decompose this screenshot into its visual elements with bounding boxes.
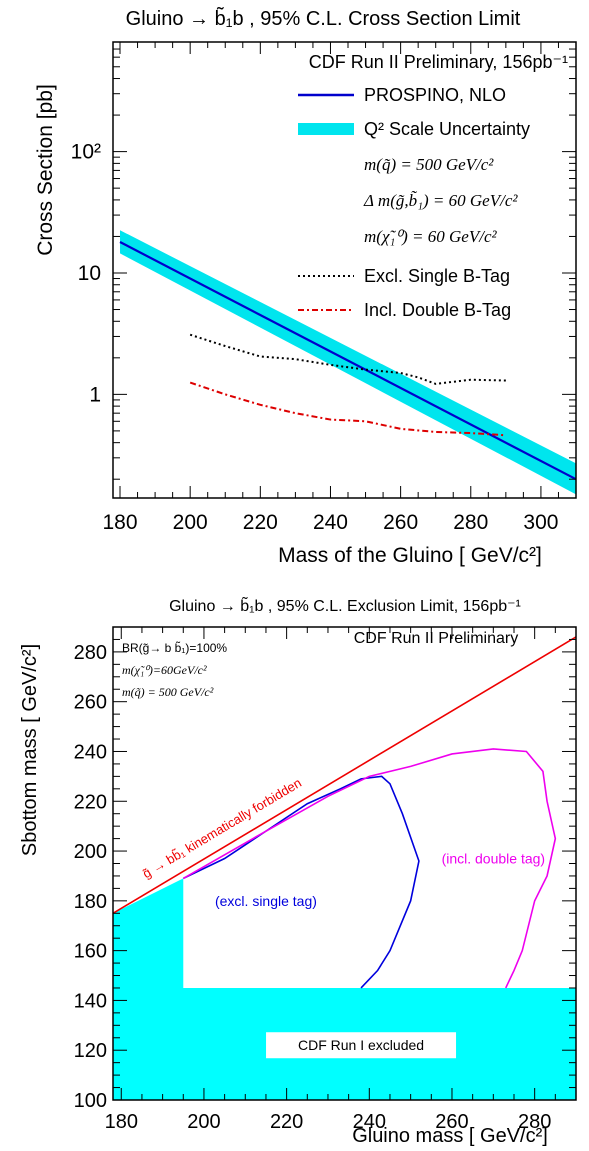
- chart2-x-tick-label: 260: [435, 1111, 468, 1133]
- chart2-annotation-br: BR(g̃→ b b̃₁)=100%: [122, 640, 227, 655]
- scale-uncertainty-band: [120, 230, 576, 495]
- chart1-x-tick-label: 180: [102, 511, 137, 534]
- chart2-x-tick-label: 280: [518, 1111, 551, 1133]
- chart2-y-tick-label: 200: [74, 841, 107, 863]
- run1-excluded-region: [113, 878, 576, 1100]
- chart2-y-tick-label: 140: [74, 990, 107, 1012]
- chart1-x-tick-label: 200: [173, 511, 208, 534]
- chart1-y-tick-label: 10²: [71, 141, 101, 164]
- chart1-x-tick-label: 220: [243, 511, 278, 534]
- annotation-delta-mass: Δ m(g̃,b̃₁) = 60 GeV/c²: [363, 191, 518, 210]
- single-btag-limit-line: [189, 333, 506, 385]
- annotation-neutralino-mass: m(χ̃₁⁰) = 60 GeV/c²: [364, 227, 498, 246]
- chart2-y-axis-label: Sbottom mass [ GeV/c²]: [19, 644, 41, 856]
- annotation-squark-mass: m(q̃) = 500 GeV/c²: [364, 155, 494, 174]
- chart2-plot-area: CDF Run I excluded (excl. single tag) (inc…: [113, 636, 576, 1100]
- chart1-x-tick-label: 240: [313, 511, 348, 534]
- legend-label-prospino: PROSPINO, NLO: [364, 85, 506, 105]
- chart2-y-tick-label: 160: [74, 941, 107, 963]
- chart2-x-tick-label: 220: [270, 1111, 303, 1133]
- chart2-x-tick-label: 180: [105, 1111, 138, 1133]
- legend-label-single-btag: Excl. Single B-Tag: [364, 266, 510, 286]
- prospino-nlo-line: [119, 241, 576, 481]
- run1-excluded-label: CDF Run I excluded: [298, 1037, 424, 1053]
- chart1-frame: [112, 41, 577, 499]
- chart1-axes: 180 200 220 240 260 280 300 1 10 10²: [71, 41, 577, 534]
- chart2-x-tick-label: 200: [187, 1111, 220, 1133]
- chart2-y-tick-label: 180: [74, 891, 107, 913]
- chart1-title: Gluino → b̃₁b , 95% C.L. Cross Section L…: [126, 7, 521, 30]
- chart2-header: CDF Run II Preliminary: [354, 630, 518, 647]
- excl-single-tag-contour: [182, 775, 420, 989]
- kinematic-limit-label: g̃ → bb̃₁ kinematically forbidden: [140, 775, 304, 881]
- run1-label-box: [266, 1032, 457, 1059]
- cross-section-chart: Gluino → b̃₁b , 95% C.L. Cross Section L…: [34, 7, 577, 567]
- kinematic-limit-line: [113, 636, 576, 914]
- chart2-title: Gluino → b̃₁b , 95% C.L. Exclusion Limit…: [169, 595, 521, 615]
- chart2-y-tick-label: 100: [74, 1090, 107, 1112]
- chart1-plot-area: [119, 230, 576, 495]
- legend-header: CDF Run II Preliminary, 156pb⁻¹: [309, 52, 568, 72]
- double-btag-limit-line: [189, 381, 506, 437]
- chart1-y-axis-label: Cross Section [pb]: [34, 84, 57, 256]
- chart2-y-tick-label: 280: [74, 642, 107, 664]
- chart1-x-tick-label: 260: [383, 511, 418, 534]
- chart2-y-tick-label: 120: [74, 1040, 107, 1062]
- chart1-x-tick-label: 280: [453, 511, 488, 534]
- excl-single-tag-label: (excl. single tag): [215, 893, 317, 909]
- legend-label-scale-uncertainty: Q² Scale Uncertainty: [364, 119, 530, 139]
- chart2-y-tick-label: 220: [74, 791, 107, 813]
- chart1-x-axis-label: Mass of the Gluino [ GeV/c²]: [278, 544, 542, 567]
- chart2-x-tick-label: 240: [353, 1111, 386, 1133]
- exclusion-chart: Gluino → b̃₁b , 95% C.L. Exclusion Limit…: [19, 595, 577, 1147]
- incl-double-tag-label: (incl. double tag): [442, 851, 546, 867]
- chart2-annotation-squark: m(q̃) = 500 GeV/c²: [122, 685, 214, 699]
- chart2-x-axis-label: Gluino mass [ GeV/c²]: [352, 1125, 548, 1147]
- chart2-axes: 180 200 220 240 260 280 100 120 140 160 180 200 220 2…: [74, 626, 577, 1133]
- chart2-y-tick-label: 260: [74, 692, 107, 714]
- chart2-y-tick-label: 240: [74, 741, 107, 763]
- incl-double-tag-contour: [182, 748, 557, 989]
- legend-label-double-btag: Incl. Double B-Tag: [364, 300, 511, 320]
- chart1-x-tick-label: 300: [523, 511, 558, 534]
- chart1-y-tick-label: 1: [89, 383, 101, 406]
- chart1-legend: CDF Run II Preliminary, 156pb⁻¹ PROSPINO…: [298, 52, 568, 320]
- chart2-annotation-neutralino: m(χ̃₁⁰)=60GeV/c²: [122, 663, 207, 677]
- chart1-y-tick-label: 10: [78, 262, 101, 285]
